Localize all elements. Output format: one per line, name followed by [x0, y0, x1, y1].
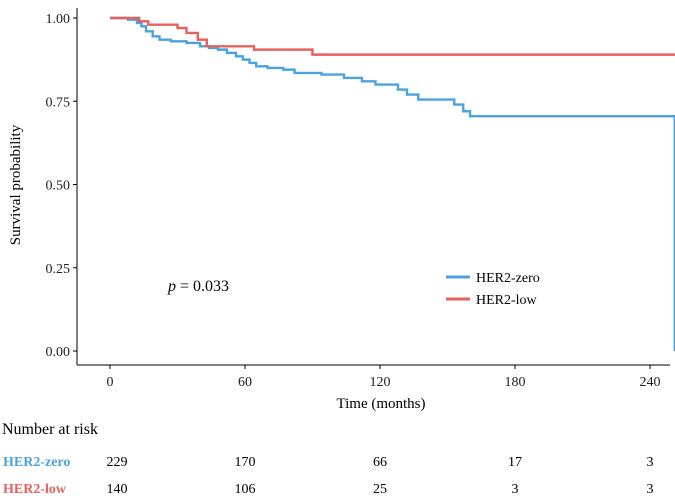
- risk-count: 3: [511, 482, 519, 497]
- y-axis-title: Survival probability: [8, 124, 24, 245]
- risk-row-her2-low: HER2-low 140 106 25 3 3: [0, 482, 675, 502]
- risk-count: 3: [646, 455, 654, 470]
- p-value-text: = 0.033: [176, 278, 229, 295]
- y-tick-label: 0.75: [46, 95, 71, 110]
- risk-count: 17: [508, 455, 522, 470]
- legend: HER2-zero HER2-low: [446, 271, 540, 308]
- survival-curve-her2-zero: [110, 16, 675, 351]
- risk-count: 140: [106, 482, 128, 497]
- risk-row-her2-zero: HER2-zero 229 170 66 17 3: [0, 455, 675, 475]
- x-tick-label: 0: [107, 375, 114, 390]
- y-tick-label: 0.25: [46, 262, 71, 277]
- x-tick-label: 60: [238, 375, 252, 390]
- risk-count: 229: [106, 455, 128, 470]
- legend-label-her2-zero: HER2-zero: [476, 271, 540, 286]
- risk-count: 106: [234, 482, 256, 497]
- x-tick-label: 180: [505, 375, 526, 390]
- risk-count: 25: [373, 482, 387, 497]
- risk-count: 3: [646, 482, 654, 497]
- axes: 0 60 120 180 240 0.00 0.25 0.50 0.75 1.00: [46, 8, 670, 390]
- p-symbol: p: [167, 278, 176, 295]
- risk-row-label: HER2-zero: [3, 455, 71, 470]
- survival-curve-her2-low: [110, 16, 675, 56]
- p-value-annotation: p = 0.033: [167, 278, 229, 295]
- legend-label-her2-low: HER2-low: [476, 293, 538, 308]
- risk-count: 66: [373, 455, 387, 470]
- y-tick-label: 0.50: [46, 179, 71, 194]
- y-tick-label: 1.00: [46, 12, 71, 27]
- y-tick-label: 0.00: [46, 345, 71, 360]
- x-axis-title: Time (months): [336, 396, 425, 412]
- risk-count: 170: [234, 455, 256, 470]
- risk-row-label: HER2-low: [3, 482, 66, 497]
- risk-table-title: Number at risk: [2, 421, 98, 438]
- x-tick-label: 120: [370, 375, 391, 390]
- survival-chart: 0 60 120 180 240 0.00 0.25 0.50 0.75 1.00 HER2-ze…: [8, 8, 675, 412]
- x-tick-label: 240: [640, 375, 661, 390]
- curves: [110, 16, 675, 351]
